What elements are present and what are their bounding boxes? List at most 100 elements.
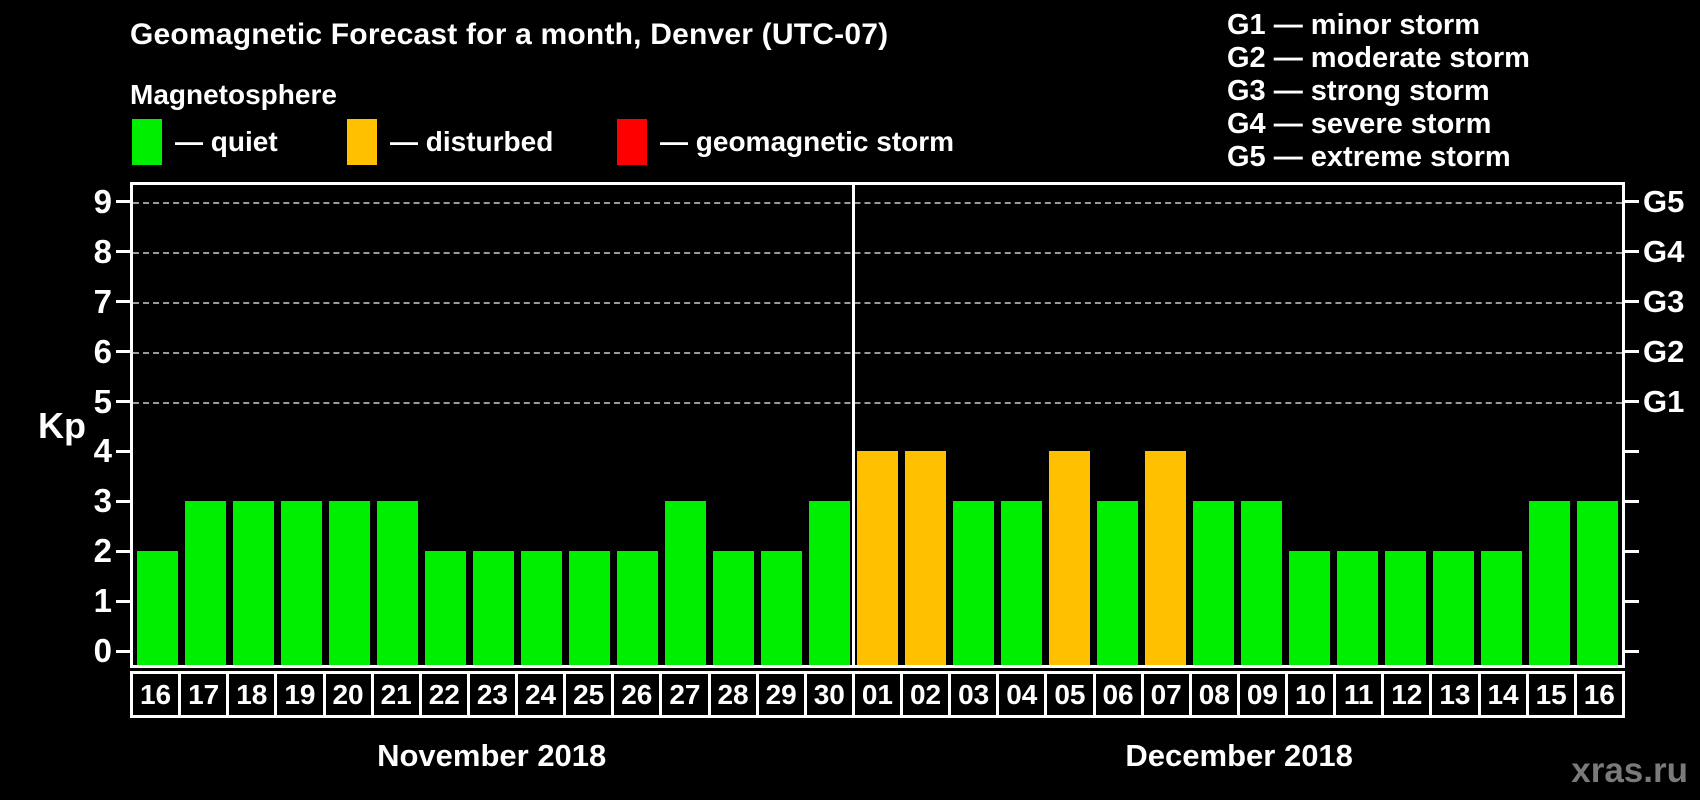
g-level-label-g5: G5: [1643, 183, 1685, 219]
kp-tick: [116, 599, 130, 603]
kp-bar-28: [712, 551, 754, 665]
g-level-label-g2: G2: [1643, 333, 1685, 369]
kp-tick-label: 7: [93, 282, 112, 320]
date-cell: 16: [1573, 671, 1625, 718]
kp-bar-11: [1337, 551, 1379, 665]
storm-scale-item: G4 — severe storm: [1227, 108, 1492, 140]
kp-tick-label: 8: [93, 232, 112, 270]
kp-bar-15: [1529, 501, 1571, 665]
kp-tick: [116, 449, 130, 453]
month-label: December 2018: [1125, 738, 1353, 773]
date-cell: 19: [274, 671, 326, 718]
kp-tick: [116, 649, 130, 653]
kp-tick: [116, 200, 130, 204]
kp-bar-09: [1241, 501, 1283, 665]
month-separator: [851, 185, 855, 665]
kp-tick-label: 5: [93, 382, 112, 420]
kp-bar-06: [1097, 501, 1139, 665]
g-scale-tick: [1625, 300, 1639, 304]
kp-bar-07: [1145, 451, 1187, 665]
kp-bar-30: [808, 501, 850, 665]
disturbed-swatch-icon: [347, 119, 377, 165]
kp-bar-14: [1481, 551, 1523, 665]
date-cell: 24: [515, 671, 567, 718]
date-cell: 12: [1381, 671, 1433, 718]
kp-tick: [116, 499, 130, 503]
date-cell: 03: [948, 671, 1000, 718]
date-cell: 30: [803, 671, 855, 718]
g-level-label-g1: G1: [1643, 383, 1685, 419]
kp-bar-25: [568, 551, 610, 665]
kp-tick-label: 1: [93, 582, 112, 620]
kp-tick-label: 0: [93, 632, 112, 669]
plot-area: [130, 182, 1625, 668]
storm-scale-legend: G1 — minor storm G2 — moderate storm G3 — …: [1227, 9, 1530, 174]
kp-tick-label: 3: [93, 482, 112, 520]
date-cell: 20: [322, 671, 374, 718]
kp-bar-04: [1001, 501, 1043, 665]
date-cell: 06: [1092, 671, 1144, 718]
month-label: November 2018: [377, 738, 607, 773]
legend-item-label: — disturbed: [390, 126, 554, 157]
kp-tick: [116, 549, 130, 553]
watermark: xras.ru: [1571, 751, 1688, 790]
date-cell: 01: [851, 671, 903, 718]
kp-bar-23: [472, 551, 514, 665]
kp-tick: [116, 400, 130, 403]
y-axis-title: Kp: [38, 405, 86, 446]
kp-bar-13: [1433, 551, 1475, 665]
date-cell: 15: [1525, 671, 1577, 718]
legend-item-quiet: — quiet: [132, 119, 278, 165]
date-cell: 07: [1140, 671, 1192, 718]
storm-scale-item: G3 — strong storm: [1227, 75, 1490, 107]
g-level-label-g4: G4: [1643, 233, 1685, 269]
date-cell: 27: [659, 671, 711, 718]
gridline-kp8: [133, 251, 1622, 254]
date-cell: 09: [1236, 671, 1288, 718]
g-scale-tick: [1625, 400, 1639, 403]
date-cell: 28: [707, 671, 759, 718]
kp-tick: [116, 350, 130, 354]
magnetosphere-label: Magnetosphere: [130, 79, 337, 110]
kp-tick-label: 9: [93, 182, 112, 220]
date-cell: 25: [563, 671, 615, 718]
date-cell: 14: [1477, 671, 1529, 718]
storm-swatch-icon: [617, 119, 647, 165]
kp-bar-29: [760, 551, 802, 665]
date-cell: 10: [1285, 671, 1337, 718]
date-cell: 02: [900, 671, 952, 718]
kp-bar-19: [280, 501, 322, 665]
legend-item-disturbed: — disturbed: [347, 119, 553, 165]
kp-bar-10: [1289, 551, 1331, 665]
storm-scale-item: G2 — moderate storm: [1227, 42, 1530, 74]
date-cell: 16: [130, 671, 182, 718]
kp-bar-02: [905, 451, 947, 665]
kp-tick-label: 6: [93, 332, 112, 370]
kp-bar-24: [520, 551, 562, 665]
g-scale-tick: [1625, 350, 1639, 354]
g-scale-tick: [1625, 649, 1639, 653]
kp-bar-03: [953, 501, 995, 665]
kp-bar-05: [1049, 451, 1091, 665]
gridline-kp7: [133, 301, 1622, 304]
legend-item-label: — quiet: [175, 126, 278, 157]
date-cell: 08: [1188, 671, 1240, 718]
gridline-kp5: [133, 401, 1622, 404]
date-cell: 23: [466, 671, 518, 718]
date-cell: 18: [226, 671, 278, 718]
g-scale-tick: [1625, 549, 1639, 553]
kp-bar-22: [424, 551, 466, 665]
date-cell: 17: [178, 671, 230, 718]
g-level-label-g3: G3: [1643, 283, 1685, 319]
kp-bar-27: [664, 501, 706, 665]
date-cell: 13: [1429, 671, 1481, 718]
g-scale-tick: [1625, 499, 1639, 503]
gridline-kp9: [133, 201, 1622, 204]
date-cell: 22: [418, 671, 470, 718]
kp-bar-26: [616, 551, 658, 665]
chart-title: Geomagnetic Forecast for a month, Denver…: [130, 18, 889, 51]
date-cell: 11: [1333, 671, 1385, 718]
legend-item-label: — geomagnetic storm: [660, 126, 955, 157]
g-scale-tick: [1625, 250, 1639, 254]
kp-bar-18: [232, 501, 274, 665]
